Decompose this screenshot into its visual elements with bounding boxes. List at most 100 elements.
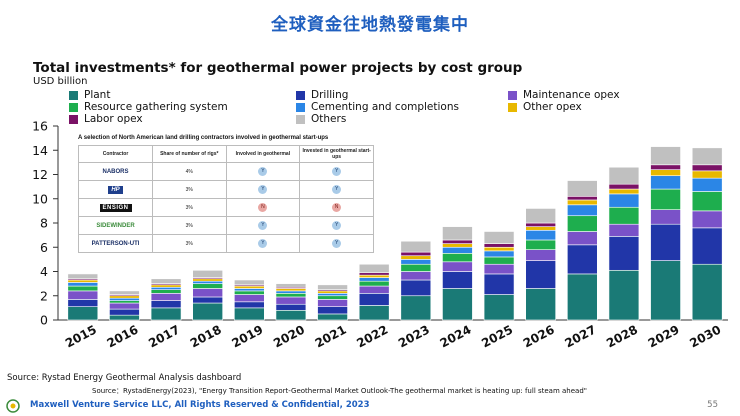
bar-segment-others <box>525 208 556 224</box>
x-tick-label: 2023 <box>396 322 432 350</box>
bar-segment-cementing <box>608 193 640 208</box>
bar-segment-others <box>442 226 473 241</box>
bar-segment-drilling <box>150 300 182 309</box>
bar-segment-plant <box>192 302 223 321</box>
invested-badge: Y <box>332 185 342 194</box>
bar-segment-maintenance-opex <box>608 223 640 237</box>
bar-segment-other-opex <box>442 243 473 248</box>
bar-segment-maintenance-opex <box>150 293 182 301</box>
share-cell: 3% <box>152 180 227 199</box>
bar-segment-plant <box>567 273 598 321</box>
bar-segment-maintenance-opex <box>567 231 598 246</box>
bar-segment-resource-gathering <box>400 263 432 272</box>
y-tick-label: 4 <box>40 264 48 279</box>
bar-segment-maintenance-opex <box>358 285 390 294</box>
bar-segment-others <box>691 147 723 166</box>
full-source-citation: Source：RystadEnergy(2023), "Energy Trans… <box>92 387 588 395</box>
bar-segment-plant <box>109 314 140 321</box>
x-tick-label: 2020 <box>271 322 307 350</box>
bar-segment-resource-gathering <box>525 239 556 250</box>
table-row: SIDEWINDER 3% Y Y <box>77 216 374 235</box>
x-tick-label: 2029 <box>646 322 682 350</box>
involved-badge: N <box>258 203 268 212</box>
legend-label-plant: Plant <box>84 89 111 101</box>
bar-segment-others <box>650 146 681 166</box>
bar-segment-other-opex <box>400 255 432 260</box>
bar-segment-others <box>67 273 99 280</box>
share-cell: 4% <box>152 162 227 181</box>
x-tick-label: 2026 <box>521 322 557 350</box>
legend-label-labor-opex: Labor opex <box>84 113 143 125</box>
bar-segment-cementing <box>234 288 265 292</box>
bar-segment-plant <box>275 309 307 321</box>
bar-segment-maintenance-opex <box>650 209 681 225</box>
x-tick-label: 2015 <box>63 322 99 350</box>
bar-segment-resource-gathering <box>567 215 598 232</box>
header-invested: Invested in geothermal start-ups <box>299 145 374 163</box>
bar-segment-drilling <box>275 303 307 311</box>
legend-label-resource-gathering: Resource gathering system <box>84 101 228 113</box>
nabors-logo: NABORS <box>102 168 129 175</box>
bar-segment-others <box>567 180 598 197</box>
bar-segment-drilling <box>650 223 681 261</box>
bar-segment-others <box>358 263 390 274</box>
involved-cell: Y <box>225 234 301 253</box>
x-tick-label: 2019 <box>229 322 265 350</box>
bar-segment-others <box>317 284 348 290</box>
y-tick-label: 14 <box>32 143 48 158</box>
bar-segment-plant <box>358 305 390 321</box>
bar-segment-other-opex <box>109 295 140 299</box>
bar-segment-other-opex <box>608 188 640 195</box>
bar-segment-labor-opex <box>567 196 598 201</box>
contractor-cell: ENSIGN <box>77 198 154 217</box>
bar-segment-drilling <box>192 296 223 304</box>
invested-badge: Y <box>332 239 342 248</box>
rig-contractor-inset: A selection of North American land drill… <box>77 135 378 253</box>
bar-segment-drilling <box>358 293 390 306</box>
bar-segment-maintenance-opex <box>192 288 223 298</box>
patterson-logo: PATTERSON-UTI <box>91 240 140 247</box>
bar-segment-others <box>150 278 182 284</box>
bar-segment-resource-gathering <box>67 285 99 292</box>
bar-segment-others <box>234 279 265 286</box>
bar-segment-plant <box>608 269 640 321</box>
involved-badge: Y <box>258 221 268 230</box>
bar-segment-others <box>483 231 515 244</box>
bar-segment-drilling <box>442 271 473 289</box>
bar-segment-cementing <box>525 229 556 241</box>
bar-segment-drilling <box>400 279 432 297</box>
bar-segment-plant <box>691 263 723 321</box>
legend-swatch-other-opex <box>508 102 517 112</box>
bar-segment-plant <box>150 307 182 321</box>
involved-cell: Y <box>225 162 301 181</box>
x-tick-label: 2016 <box>105 322 141 350</box>
table-row: HP 3% Y Y <box>77 180 374 199</box>
bar-segment-drilling <box>67 299 99 307</box>
invested-badge: Y <box>332 221 342 230</box>
involved-cell: N <box>225 198 301 217</box>
table-row: NABORS 4% Y Y <box>77 162 374 181</box>
bar-segment-resource-gathering <box>275 293 307 298</box>
legend-item-drilling: Drilling <box>296 89 348 101</box>
legend-item-plant: Plant <box>69 89 110 101</box>
bar-segment-others <box>109 290 140 295</box>
bar-segment-labor-opex <box>650 164 681 170</box>
bar-segment-drilling <box>567 244 598 275</box>
y-tick-label: 0 <box>40 313 48 328</box>
contractor-table: Contractor Share of number of rigs* Invo… <box>77 145 374 253</box>
x-tick-label: 2028 <box>604 322 640 350</box>
bar-segment-other-opex <box>358 274 390 278</box>
legend-item-labor-opex: Labor opex <box>69 113 143 125</box>
legend-label-other-opex: Other opex <box>523 101 582 113</box>
invested-badge: N <box>332 203 342 212</box>
inset-title: A selection of North American land drill… <box>78 135 329 141</box>
legend-item-resource-gathering: Resource gathering system <box>69 101 228 113</box>
bar-segment-drilling <box>317 306 348 315</box>
y-tick-label: 10 <box>32 191 48 206</box>
bar-segment-cementing <box>317 293 348 297</box>
legend-swatch-resource-gathering <box>69 102 78 112</box>
bar-segment-cementing <box>567 204 598 217</box>
slide-title: 全球資金往地熱發電集中 <box>271 15 469 35</box>
bar-segment-resource-gathering <box>442 253 473 263</box>
legend-swatch-drilling <box>296 90 305 100</box>
